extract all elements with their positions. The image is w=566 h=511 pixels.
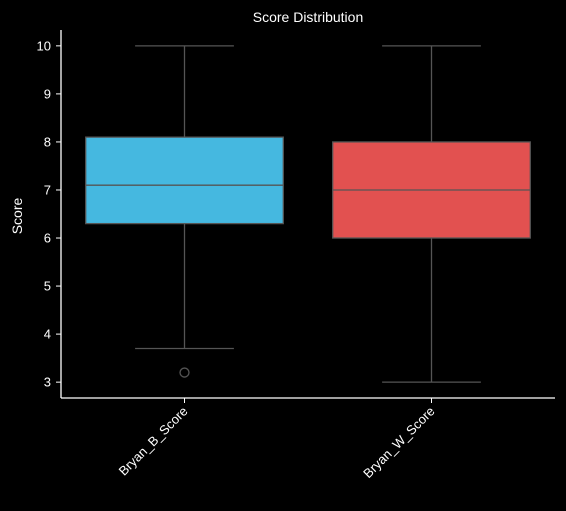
chart-title: Score Distribution bbox=[253, 9, 364, 25]
y-tick-label: 3 bbox=[44, 375, 51, 390]
y-tick-label: 9 bbox=[44, 86, 51, 101]
iqr-box bbox=[85, 136, 284, 225]
y-axis-label: Score bbox=[9, 198, 25, 235]
y-tick-label: 4 bbox=[44, 327, 51, 342]
y-tick-label: 8 bbox=[44, 134, 51, 149]
y-tick-label: 7 bbox=[44, 182, 51, 197]
y-tick-label: 5 bbox=[44, 279, 51, 294]
outlier-point bbox=[179, 367, 190, 378]
y-tick-label: 6 bbox=[44, 231, 51, 246]
y-tick-label: 10 bbox=[37, 38, 51, 53]
